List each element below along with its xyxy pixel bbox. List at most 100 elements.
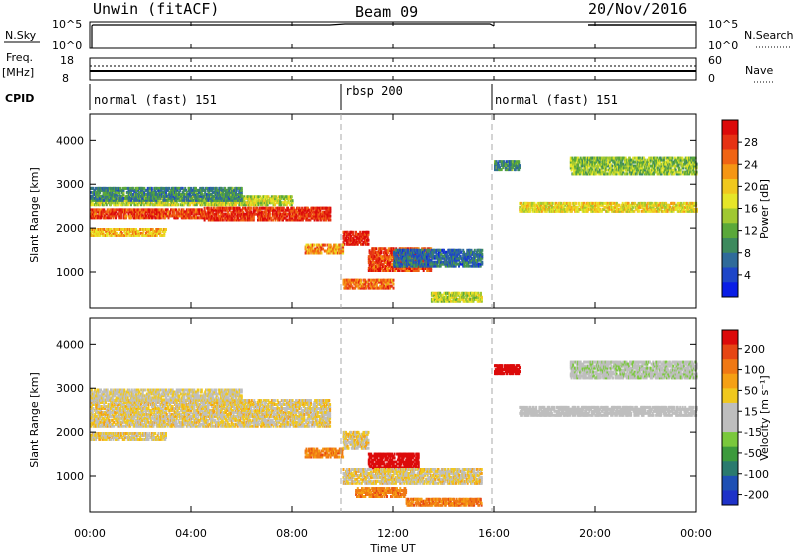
heatmap-cell bbox=[223, 192, 226, 196]
heatmap-cell bbox=[275, 195, 277, 199]
nave-tick-top: 60 bbox=[708, 54, 722, 67]
heatmap-cell bbox=[241, 216, 244, 220]
heatmap-cell bbox=[301, 218, 304, 222]
heatmap-cell bbox=[345, 234, 348, 238]
heatmap-cell bbox=[120, 229, 122, 233]
heatmap-cell bbox=[316, 216, 319, 220]
heatmap-cell bbox=[202, 196, 205, 200]
heatmap-cell bbox=[287, 195, 290, 199]
heatmap-cell bbox=[295, 212, 298, 216]
heatmap-cell bbox=[189, 192, 192, 196]
heatmap-cell bbox=[158, 201, 161, 205]
heatmap-cell bbox=[175, 186, 178, 190]
heatmap-cell bbox=[328, 212, 331, 216]
heatmap-cell bbox=[159, 216, 162, 220]
heatmap-cell bbox=[279, 199, 282, 203]
heatmap-cell bbox=[215, 214, 218, 218]
heatmap-cell bbox=[378, 251, 381, 255]
heatmap-cell bbox=[234, 196, 237, 200]
heatmap-cell bbox=[177, 196, 180, 200]
heatmap-cell bbox=[203, 206, 206, 210]
heatmap-cell bbox=[135, 228, 137, 231]
heatmap-cell bbox=[252, 195, 255, 199]
heatmap-cell bbox=[359, 230, 362, 234]
heatmap-cell bbox=[233, 190, 236, 194]
heatmap-cell bbox=[138, 190, 141, 194]
heatmap-cell bbox=[274, 218, 277, 222]
heatmap-cell bbox=[175, 201, 178, 205]
heatmap-cell bbox=[227, 218, 230, 222]
heatmap-cell bbox=[147, 214, 150, 218]
heatmap-cell bbox=[140, 212, 143, 216]
heatmap-cell bbox=[118, 198, 121, 202]
nsky-tick-bottom: 10^0 bbox=[52, 39, 82, 52]
heatmap-cell bbox=[102, 229, 105, 233]
heatmap-cell bbox=[140, 203, 142, 207]
heatmap-cell bbox=[115, 192, 118, 196]
heatmap-cell bbox=[165, 186, 168, 190]
heatmap-cell bbox=[138, 214, 141, 218]
heatmap-cell bbox=[356, 242, 359, 246]
heatmap-cell bbox=[291, 218, 294, 222]
heatmap-cell bbox=[180, 198, 182, 202]
heatmap-cell bbox=[131, 210, 134, 214]
heatmap-cell bbox=[125, 194, 128, 198]
heatmap-cell bbox=[118, 216, 121, 220]
heatmap-cell bbox=[122, 201, 125, 205]
heatmap-cell bbox=[147, 190, 150, 194]
heatmap-cell bbox=[195, 201, 197, 205]
heatmap-cell bbox=[321, 212, 324, 216]
heatmap-cell bbox=[195, 214, 197, 218]
heatmap-cell bbox=[203, 212, 206, 216]
heatmap-cell bbox=[211, 218, 214, 222]
heatmap-cell bbox=[104, 214, 107, 218]
heatmap-cell bbox=[100, 201, 103, 205]
heatmap-cell bbox=[301, 216, 304, 220]
heatmap-cell bbox=[298, 216, 301, 220]
heatmap-cell bbox=[353, 234, 356, 238]
heatmap-cell bbox=[344, 230, 347, 234]
heatmap-cell bbox=[106, 190, 109, 194]
heatmap-cell bbox=[368, 249, 371, 253]
heatmap-cell bbox=[211, 208, 214, 212]
heatmap-cell bbox=[252, 214, 255, 218]
heatmap-cell bbox=[238, 198, 241, 202]
heatmap-cell bbox=[281, 201, 284, 205]
heatmap-cell bbox=[362, 236, 365, 240]
heatmap-cell bbox=[125, 214, 127, 218]
heatmap-cell bbox=[145, 196, 148, 200]
heatmap-cell bbox=[281, 195, 284, 199]
heatmap-cell bbox=[154, 203, 157, 207]
heatmap-cell bbox=[125, 203, 128, 207]
heatmap-cell bbox=[145, 231, 147, 235]
heatmap-cell bbox=[359, 232, 362, 236]
heatmap-cell bbox=[146, 229, 149, 233]
nsearch-tick-bottom: 10^0 bbox=[708, 39, 738, 52]
heatmap-cell bbox=[128, 194, 131, 198]
heatmap-cell bbox=[164, 203, 167, 207]
heatmap-cell bbox=[217, 192, 220, 196]
heatmap-cell bbox=[267, 218, 270, 222]
heatmap-cell bbox=[277, 201, 280, 205]
heatmap-cell bbox=[325, 218, 328, 222]
heatmap-cell bbox=[195, 203, 198, 207]
heatmap-cell bbox=[261, 203, 264, 207]
heatmap-cell bbox=[243, 195, 246, 199]
heatmap-cell bbox=[128, 210, 131, 214]
heatmap-cell bbox=[285, 195, 288, 199]
heatmap-cell bbox=[94, 208, 97, 212]
heatmap-cell bbox=[274, 203, 277, 207]
heatmap-cell bbox=[258, 218, 261, 222]
heatmap-cell bbox=[140, 216, 142, 220]
heatmap-cell bbox=[233, 216, 236, 220]
heatmap-cell bbox=[323, 210, 326, 214]
heatmap-cell bbox=[238, 196, 241, 200]
heatmap-cell bbox=[242, 210, 244, 214]
heatmap-cell bbox=[364, 240, 367, 244]
heatmap-cell bbox=[366, 234, 369, 238]
heatmap-cell bbox=[165, 212, 167, 216]
heatmap-cell bbox=[384, 257, 387, 261]
heatmap-cell bbox=[159, 208, 162, 212]
heatmap-cell bbox=[90, 214, 92, 218]
heatmap-cell bbox=[246, 197, 249, 201]
